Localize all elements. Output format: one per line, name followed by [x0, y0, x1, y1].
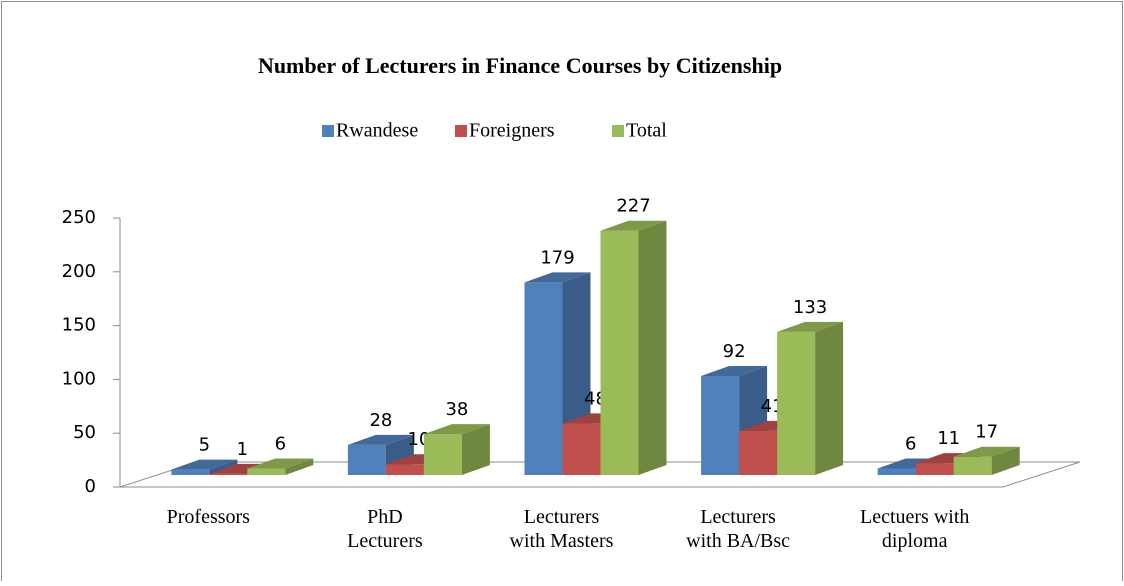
bar-front	[247, 468, 286, 475]
bar-side	[991, 446, 1020, 475]
bar-top	[423, 424, 490, 435]
data-label: 17	[975, 422, 998, 443]
bar	[600, 220, 667, 475]
x-tick-label: PhD Lecturers	[347, 506, 423, 552]
y-tick-label: 50	[73, 422, 96, 443]
bar-front	[777, 331, 816, 475]
bar-front	[562, 423, 601, 475]
bar-top	[777, 321, 844, 332]
data-label: 11	[937, 428, 960, 449]
x-tick-label: Lecturers with BA/Bsc	[686, 506, 791, 552]
legend-label: Foreigners	[469, 120, 555, 142]
data-label: 133	[793, 297, 827, 318]
x-tick-label: Lectuers with diploma	[859, 506, 970, 552]
y-tick-label: 100	[62, 368, 96, 389]
chart-title: Number of Lecturers in Finance Courses b…	[258, 53, 782, 78]
bar-top	[953, 446, 1020, 457]
data-label: 179	[540, 247, 574, 268]
bar	[953, 446, 1020, 475]
bar-front	[701, 376, 740, 475]
data-label: 6	[905, 434, 916, 455]
bar-front	[915, 463, 954, 475]
data-label: 28	[369, 410, 392, 431]
bar	[777, 321, 844, 475]
bar-side	[209, 459, 238, 475]
bar-top	[171, 459, 238, 470]
bar-top	[524, 272, 591, 283]
y-tick-label: 250	[62, 207, 96, 228]
data-label: 38	[445, 399, 468, 420]
bar-front	[423, 434, 462, 475]
bar-side	[285, 458, 314, 475]
x-tick-label: Professors	[166, 506, 250, 528]
legend-label: Total	[626, 120, 667, 142]
y-tick-label: 150	[62, 315, 96, 336]
bar-top	[347, 434, 414, 445]
bar	[247, 458, 314, 475]
bar-side	[461, 424, 490, 475]
bar-front	[524, 282, 563, 475]
bar-side	[638, 220, 667, 475]
data-label: 227	[616, 196, 650, 217]
bar-top	[701, 366, 768, 377]
legend-swatch	[612, 125, 624, 137]
x-tick-label: Lecturers with Masters	[509, 506, 614, 552]
bar-front	[600, 230, 639, 475]
legend-swatch	[322, 125, 334, 137]
data-label: 1	[237, 439, 248, 460]
bar-front	[953, 456, 992, 475]
bar-front	[385, 464, 424, 475]
legend-label: Rwandese	[336, 120, 418, 142]
bar-front	[739, 430, 778, 475]
bar-front	[209, 473, 248, 475]
bar-side	[815, 321, 844, 475]
legend-swatch	[455, 125, 467, 137]
bar-front	[877, 468, 916, 475]
bar	[423, 424, 490, 475]
data-label: 92	[723, 341, 746, 362]
data-label: 6	[275, 434, 286, 455]
bar-front	[347, 444, 386, 475]
data-label: 5	[199, 435, 210, 456]
bar	[171, 459, 238, 475]
bar-front	[171, 469, 210, 475]
bar-top	[247, 458, 314, 469]
y-tick-label: 200	[62, 261, 96, 282]
bar-top	[600, 220, 667, 231]
y-tick-label: 0	[85, 476, 96, 497]
